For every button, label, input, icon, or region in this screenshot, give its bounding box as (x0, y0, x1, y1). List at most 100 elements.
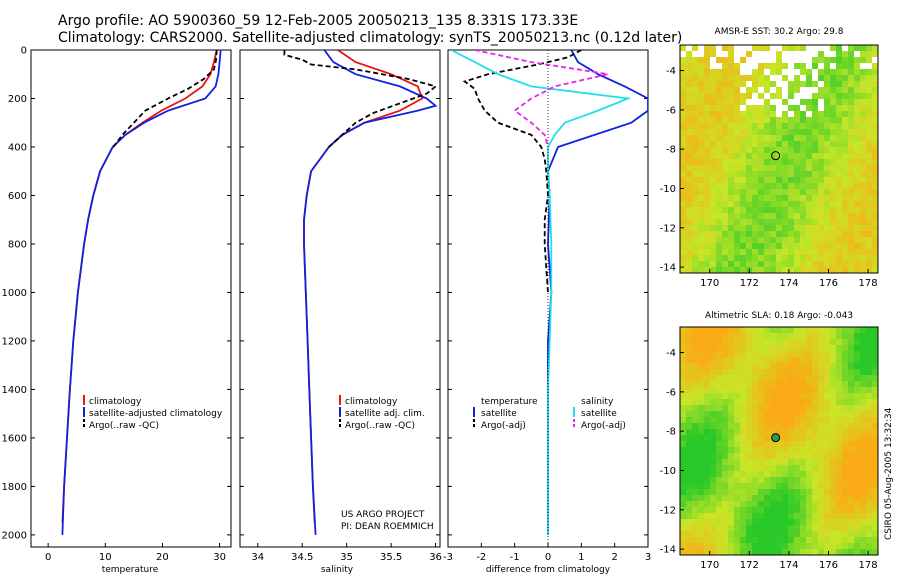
map-cell (788, 387, 794, 393)
map-cell (740, 189, 746, 195)
map-cell (686, 357, 692, 363)
map-cell (728, 159, 734, 165)
map-cell (716, 417, 722, 423)
map-cell (806, 189, 812, 195)
map-cell (764, 525, 770, 531)
map-cell (740, 471, 746, 477)
map-cell (848, 147, 854, 153)
map-cell (776, 93, 782, 99)
map-cell (740, 411, 746, 417)
map-cell (722, 117, 728, 123)
map-cell (812, 417, 818, 423)
map-cell (872, 51, 878, 57)
map-cell (758, 537, 764, 543)
map-cell (752, 501, 758, 507)
map-cell (692, 417, 698, 423)
map-cell (800, 549, 806, 555)
map-cell (794, 369, 800, 375)
map-cell (824, 57, 830, 63)
map-cell (872, 63, 878, 69)
map-cell (680, 453, 686, 459)
map-cell (692, 99, 698, 105)
map-cell (818, 525, 824, 531)
map-cell (740, 225, 746, 231)
map-cell (818, 417, 824, 423)
map-cell (842, 357, 848, 363)
map-cell (872, 189, 878, 195)
map-cell (818, 435, 824, 441)
map-cell (734, 471, 740, 477)
legend-label-temp-argo: Argo(-adj) (481, 421, 526, 431)
map-cell (764, 105, 770, 111)
map-cell (872, 507, 878, 513)
map-cell (824, 375, 830, 381)
map-cell (764, 465, 770, 471)
map-cell (794, 111, 800, 117)
map-cell (698, 159, 704, 165)
map-cell (686, 405, 692, 411)
map-cell (770, 141, 776, 147)
map-cell (872, 261, 878, 267)
map-cell (836, 165, 842, 171)
map-cell (866, 423, 872, 429)
map-cell (686, 411, 692, 417)
map-cell (812, 375, 818, 381)
map-cell (824, 507, 830, 513)
map-cell (866, 429, 872, 435)
map-cell (716, 147, 722, 153)
map-cell (812, 51, 818, 57)
map-cell (836, 477, 842, 483)
map-cell (824, 93, 830, 99)
map-cell (872, 483, 878, 489)
map-cell (824, 69, 830, 75)
map-cell (830, 327, 836, 333)
map-cell (698, 483, 704, 489)
map-cell (710, 489, 716, 495)
map-cell (752, 105, 758, 111)
map-cell (728, 189, 734, 195)
map-cell (866, 87, 872, 93)
map-cell (728, 507, 734, 513)
map-cell (764, 375, 770, 381)
map-cell (794, 411, 800, 417)
map-cell (842, 159, 848, 165)
map-x-tick-label: 170 (700, 278, 719, 289)
map-cell (716, 63, 722, 69)
map-cell (872, 267, 878, 273)
map-cell (746, 471, 752, 477)
map-cell (692, 267, 698, 273)
map-cell (722, 81, 728, 87)
map-cell (776, 153, 782, 159)
map-cell (836, 513, 842, 519)
map-cell (830, 99, 836, 105)
map-cell (692, 537, 698, 543)
map-cell (824, 525, 830, 531)
map-cell (836, 453, 842, 459)
map-cell (812, 465, 818, 471)
map-cell (824, 339, 830, 345)
map-cell (758, 93, 764, 99)
map-cell (782, 69, 788, 75)
map-cell (842, 189, 848, 195)
map-cell (860, 525, 866, 531)
map-cell (740, 465, 746, 471)
map-cell (752, 189, 758, 195)
map-cell (716, 231, 722, 237)
map-cell (770, 531, 776, 537)
map-cell (680, 423, 686, 429)
map-cell (812, 141, 818, 147)
map-cell (722, 483, 728, 489)
map-cell (782, 189, 788, 195)
map-cell (764, 507, 770, 513)
map-cell (740, 435, 746, 441)
map-cell (842, 453, 848, 459)
map-cell (752, 111, 758, 117)
map-cell (746, 183, 752, 189)
map-cell (716, 375, 722, 381)
map-cell (722, 219, 728, 225)
series-line-salinity-2 (283, 50, 438, 148)
map-cell (686, 231, 692, 237)
map-cell (860, 135, 866, 141)
map-cell (698, 243, 704, 249)
map-cell (716, 393, 722, 399)
